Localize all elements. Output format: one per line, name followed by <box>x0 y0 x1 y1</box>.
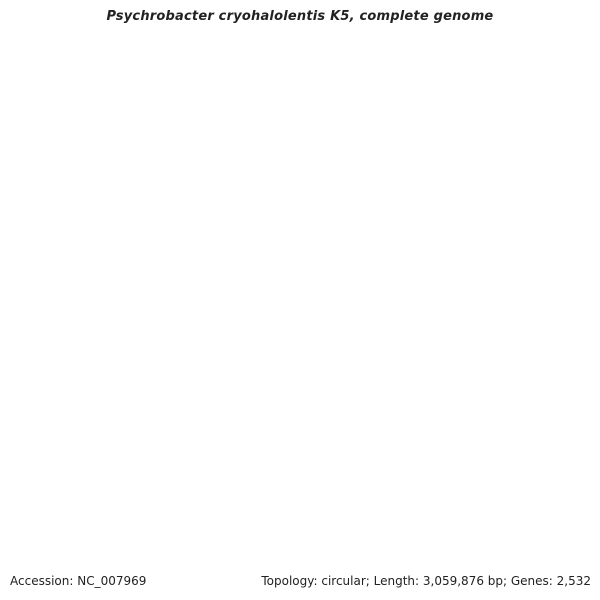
accession-text: Accession: NC_007969 <box>10 574 147 588</box>
genome-title: Psychrobacter cryohalolentis K5, complet… <box>106 9 494 24</box>
genome-summary-text: Topology: circular; Length: 3,059,876 bp… <box>261 574 591 588</box>
